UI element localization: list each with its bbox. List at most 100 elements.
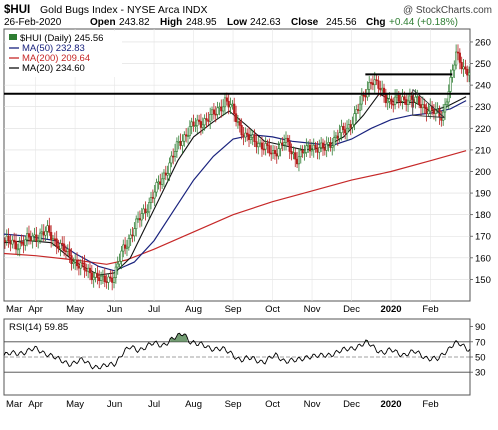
candle-body xyxy=(197,119,201,122)
price-y-tick-label: 200 xyxy=(475,167,491,178)
candle-body xyxy=(355,109,358,114)
candle-body xyxy=(362,94,365,97)
candle-body xyxy=(414,96,417,103)
candle-body xyxy=(443,104,447,113)
candle-body xyxy=(42,231,45,236)
candle-body xyxy=(14,240,18,250)
price-x-tick-label: Aug xyxy=(185,304,202,315)
candle-body xyxy=(205,118,208,121)
candle-body xyxy=(327,142,330,145)
candle-body xyxy=(284,137,288,143)
candle-body xyxy=(290,151,293,155)
candle-body xyxy=(236,121,240,123)
candle-body xyxy=(373,79,376,86)
candle-body xyxy=(310,149,313,152)
high-label: High xyxy=(160,17,182,28)
candle-body xyxy=(303,152,306,154)
candle-body xyxy=(273,150,277,154)
candle-body xyxy=(456,51,460,54)
candle-body xyxy=(209,114,212,122)
candle-body xyxy=(466,68,469,76)
candle-body xyxy=(181,140,184,146)
candle-body xyxy=(223,97,227,108)
quote-date: 26-Feb-2020 xyxy=(4,17,62,28)
price-x-tick-label: Sep xyxy=(225,304,242,315)
candle-body xyxy=(98,277,101,282)
price-x-tick-label: Nov xyxy=(304,304,321,315)
candle-body xyxy=(397,94,400,102)
rsi-x-axis: Mar Apr May Jun Jul Aug Sep Oct Nov Dec 2020 Feb xyxy=(6,399,439,410)
candle-body xyxy=(334,135,338,138)
candle-body xyxy=(379,88,382,91)
candle-body xyxy=(299,150,302,158)
candle-body xyxy=(244,132,247,138)
candle-body xyxy=(255,141,258,148)
price-legend-bg xyxy=(6,31,122,77)
triangle-pattern-line xyxy=(412,114,445,118)
candle-body xyxy=(170,155,173,164)
candle-body xyxy=(436,109,439,111)
candle-body xyxy=(44,230,47,236)
candle-body xyxy=(253,134,256,142)
candle-body xyxy=(18,241,21,250)
candle-body xyxy=(51,238,55,241)
candle-body xyxy=(114,266,117,278)
candle-body xyxy=(214,113,217,116)
candle-body xyxy=(188,126,191,136)
candle-body xyxy=(229,104,232,108)
low-label: Low xyxy=(227,17,247,28)
candle-body xyxy=(9,240,12,245)
candle-body xyxy=(201,124,204,128)
candle-body xyxy=(31,235,34,241)
candle-body xyxy=(88,267,92,274)
candle-body xyxy=(83,262,86,271)
chart-symbol: $HUI xyxy=(4,4,30,16)
candle-body xyxy=(149,197,153,203)
price-x-tick-label: Jun xyxy=(107,304,122,315)
candle-body xyxy=(140,213,143,221)
candle-body xyxy=(257,143,260,148)
candle-body xyxy=(164,172,167,176)
candle-body xyxy=(74,259,77,263)
candle-body xyxy=(27,233,31,238)
candle-body xyxy=(371,82,375,86)
candle-body xyxy=(403,96,406,100)
candle-body xyxy=(124,244,127,249)
candle-body xyxy=(142,208,145,214)
candle-body xyxy=(99,275,103,282)
candle-body xyxy=(390,98,393,105)
candle-body xyxy=(340,125,343,133)
candle-body xyxy=(138,218,142,221)
candle-body xyxy=(11,239,14,245)
candle-body xyxy=(349,124,352,128)
candle-body xyxy=(26,233,29,241)
price-y-tick-label: 260 xyxy=(475,37,491,48)
rsi-x-tick-label: Sep xyxy=(225,399,242,410)
candle-body xyxy=(55,238,58,247)
candle-body xyxy=(133,228,136,237)
candle-body xyxy=(131,234,134,237)
candle-body xyxy=(136,218,140,220)
candle-body xyxy=(179,141,182,146)
watermark: @ StockCharts.com xyxy=(403,5,492,16)
candle-body xyxy=(192,121,195,127)
legend-ma20: MA(20) 234.60 xyxy=(22,63,85,74)
candle-body xyxy=(345,127,349,134)
candle-body xyxy=(40,231,44,234)
candle-body xyxy=(3,240,7,242)
candle-body xyxy=(16,248,19,251)
price-y-tick-label: 180 xyxy=(475,210,491,221)
candle-body xyxy=(294,152,297,160)
candle-body xyxy=(172,155,175,158)
candle-body xyxy=(96,272,99,278)
candle-body xyxy=(75,259,79,267)
candle-body xyxy=(292,152,295,155)
candle-body xyxy=(275,153,278,157)
candle-body xyxy=(323,147,326,151)
price-x-axis: Mar Apr May Jun Jul Aug Sep Oct Nov Dec 2020 Feb xyxy=(6,304,439,315)
candle-body xyxy=(462,66,465,70)
candle-body xyxy=(369,82,373,84)
candle-body xyxy=(368,82,371,90)
candle-body xyxy=(112,277,116,283)
candle-body xyxy=(382,87,386,96)
